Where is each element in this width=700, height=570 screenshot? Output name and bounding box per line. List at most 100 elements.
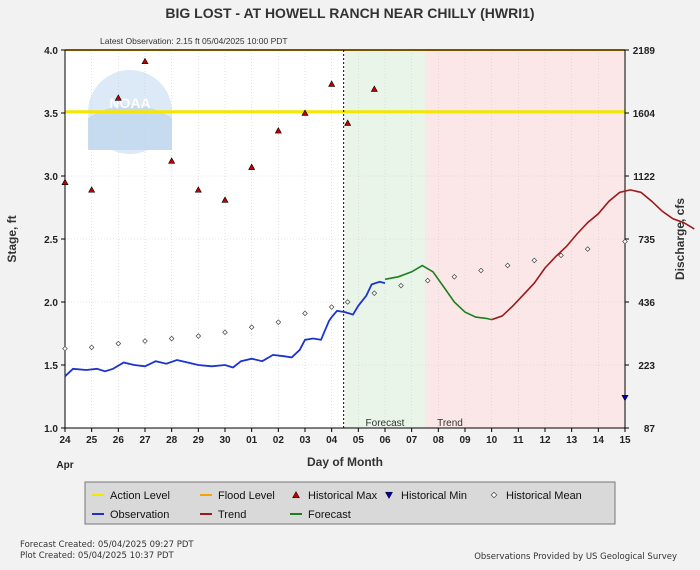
x-tick-label: 30 xyxy=(219,435,231,446)
legend-item: Historical Max xyxy=(292,490,378,502)
x-tick-label: 29 xyxy=(193,435,205,446)
legend-item: Observation xyxy=(92,509,169,521)
y-left-tick-label: 1.0 xyxy=(44,424,58,435)
historical-mean-marker xyxy=(558,252,564,259)
legend-tri-up-swatch xyxy=(292,490,300,499)
legend-item: Historical Min xyxy=(385,490,467,502)
historical-min-marker xyxy=(621,395,629,402)
historical-mean-marker xyxy=(222,329,228,336)
historical-max-marker xyxy=(274,127,282,134)
historical-max-marker xyxy=(88,186,96,193)
x-axis-label: Day of Month xyxy=(307,455,383,469)
legend-label: Observation xyxy=(110,509,169,521)
historical-mean-marker xyxy=(275,319,282,325)
forecast-zone-label: Forecast xyxy=(366,418,405,429)
noaa-logo-wave xyxy=(88,105,172,150)
historical-mean-marker xyxy=(328,304,335,310)
y-right-tick-label: 735 xyxy=(638,235,655,246)
x-tick-label: 15 xyxy=(619,435,631,446)
x-tick-label: 25 xyxy=(86,435,98,446)
x-tick-label: 01 xyxy=(246,435,258,446)
historical-max-marker xyxy=(248,163,256,170)
data-credit-text: Observations Provided by US Geological S… xyxy=(474,552,677,562)
y-right-tick-label: 436 xyxy=(638,298,655,309)
forecast-created-text: Forecast Created: 05/04/2025 09:27 PDT xyxy=(20,540,194,550)
footer-created-info: Forecast Created: 05/04/2025 09:27 PDT P… xyxy=(20,540,194,562)
historical-mean-marker xyxy=(344,299,351,305)
historical-max-marker xyxy=(301,109,309,116)
historical-max-marker xyxy=(168,157,176,164)
historical-max-marker xyxy=(114,94,122,101)
x-tick-label: 06 xyxy=(379,435,391,446)
chart-subtitle: Latest Observation: 2.15 ft 05/04/2025 1… xyxy=(100,36,288,46)
historical-mean-marker xyxy=(88,344,95,351)
y-left-tick-label: 3.0 xyxy=(44,172,58,183)
trend-line xyxy=(491,189,695,321)
x-tick-label: 27 xyxy=(139,435,151,446)
legend-label: Action Level xyxy=(110,490,170,502)
x-tick-label: 08 xyxy=(433,435,445,446)
x-tick-label: 12 xyxy=(539,435,551,446)
y-axis-right-label: Discharge, cfs xyxy=(673,198,687,280)
historical-mean-marker xyxy=(504,262,511,269)
historical-mean-marker xyxy=(424,277,431,284)
historical-mean-marker xyxy=(302,310,308,317)
x-tick-label: 07 xyxy=(406,435,418,446)
legend-box xyxy=(84,481,616,525)
historical-max-marker xyxy=(221,196,229,203)
chart-title: BIG LOST - AT HOWELL RANCH NEAR CHILLY (… xyxy=(165,5,534,21)
historical-max-marker xyxy=(194,186,202,193)
noaa-logo-text: NOAA xyxy=(109,95,150,111)
historical-mean-marker xyxy=(622,238,628,245)
legend-item: Flood Level xyxy=(200,490,275,502)
x-tick-label: 02 xyxy=(273,435,285,446)
historical-mean-marker xyxy=(478,267,484,274)
x-tick-label: 11 xyxy=(513,435,524,446)
historical-max-marker xyxy=(61,178,69,185)
y-left-tick-label: 1.5 xyxy=(44,361,58,372)
historical-mean-marker xyxy=(142,338,148,344)
legend-label: Historical Max xyxy=(308,490,378,502)
y-axis-left-label: Stage, ft xyxy=(5,215,19,262)
x-tick-label: 05 xyxy=(353,435,365,446)
historical-mean-marker xyxy=(195,333,202,339)
y-left-tick-label: 4.0 xyxy=(44,46,58,57)
y-left-tick-label: 2.5 xyxy=(44,235,58,246)
legend-label: Historical Min xyxy=(401,490,467,502)
y-right-tick-label: 1122 xyxy=(633,172,655,183)
x-tick-label: 04 xyxy=(326,435,338,446)
y-right-tick-label: 1604 xyxy=(633,109,656,120)
historical-mean-marker xyxy=(451,274,458,280)
legend-item: Historical Mean xyxy=(490,490,582,502)
observation-line xyxy=(64,280,386,377)
historical-max-marker xyxy=(344,119,352,126)
x-tick-label: 24 xyxy=(59,435,71,446)
legend-item: Trend xyxy=(200,509,246,521)
legend-item: Action Level xyxy=(92,490,170,502)
historical-mean-marker xyxy=(398,282,404,289)
legend-tri-down-swatch xyxy=(385,491,393,500)
plot-created-text: Plot Created: 05/04/2025 10:37 PDT xyxy=(20,551,174,561)
legend-label: Trend xyxy=(218,509,246,521)
legend: Action Level Flood Level Historical Max His… xyxy=(84,481,616,525)
x-tick-label: 09 xyxy=(459,435,471,446)
trend-zone-label: Trend xyxy=(437,418,463,429)
historical-max-marker xyxy=(141,57,149,65)
historical-mean-marker xyxy=(115,340,122,347)
x-tick-label: 13 xyxy=(566,435,578,446)
x-tick-label: 03 xyxy=(299,435,311,446)
historical-mean-marker xyxy=(531,257,538,264)
x-month-label: Apr xyxy=(56,460,73,471)
legend-label: Forecast xyxy=(308,509,351,521)
historical-mean-marker xyxy=(168,335,175,342)
x-tick-label: 28 xyxy=(166,435,178,446)
legend-item: Forecast xyxy=(290,509,351,521)
y-right-tick-label: 87 xyxy=(644,424,656,435)
historical-mean-marker xyxy=(248,324,255,330)
y-right-tick-label: 223 xyxy=(638,361,655,372)
historical-max-marker xyxy=(328,80,336,87)
forecast-line xyxy=(384,264,492,321)
y-right-tick-label: 2189 xyxy=(633,46,656,57)
historical-max-marker xyxy=(370,85,378,92)
